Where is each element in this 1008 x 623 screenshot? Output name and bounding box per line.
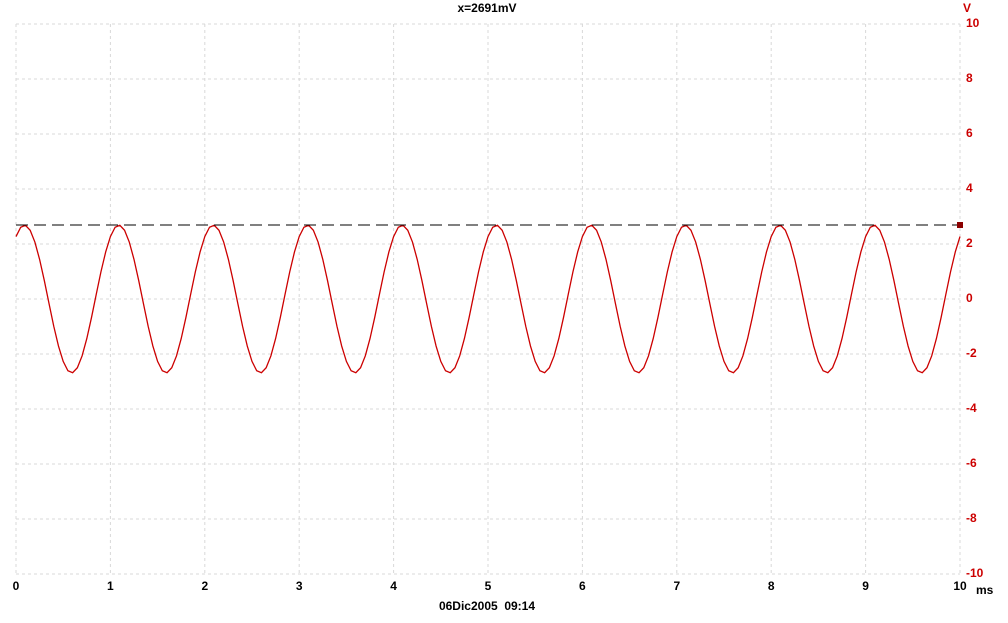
y-tick-label: -8: [966, 511, 977, 525]
timestamp: 06Dic2005 09:14: [439, 599, 535, 613]
y-tick-label: 2: [966, 236, 973, 250]
y-tick-label: 0: [966, 291, 973, 305]
y-tick-label: 4: [966, 181, 973, 195]
y-tick-label: -6: [966, 456, 977, 470]
x-tick-label: 2: [201, 579, 208, 593]
y-tick-label: -2: [966, 346, 977, 360]
x-tick-label: 5: [485, 579, 492, 593]
x-tick-label: 8: [768, 579, 775, 593]
y-tick-label: -10: [966, 566, 984, 580]
x-tick-label: 3: [296, 579, 303, 593]
y-tick-label: 6: [966, 126, 973, 140]
trace: [15, 224, 961, 374]
x-unit: ms: [976, 583, 994, 597]
cursor-handle: [957, 221, 963, 228]
x-tick-label: 7: [673, 579, 680, 593]
x-tick-label: 10: [953, 579, 967, 593]
y-tick-label: 10: [966, 16, 980, 30]
y-tick-label: -4: [966, 401, 977, 415]
x-tick-label: 0: [13, 579, 20, 593]
x-tick-label: 1: [107, 579, 114, 593]
cursor-readout: x=2691mV: [457, 1, 516, 15]
x-tick-label: 9: [862, 579, 869, 593]
x-tick-label: 4: [390, 579, 397, 593]
y-tick-label: 8: [966, 71, 973, 85]
y-unit: V: [963, 1, 971, 15]
x-tick-label: 6: [579, 579, 586, 593]
